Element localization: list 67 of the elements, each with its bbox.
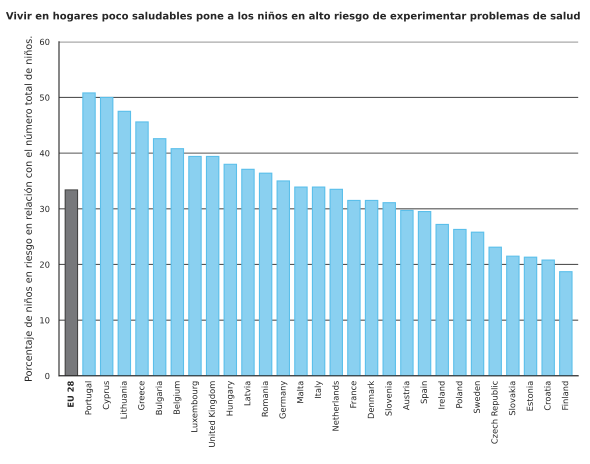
x-tick-label: Greece (138, 381, 144, 410)
chart-title: Vivir en hogares poco saludables pone a los niños en alto riesgo de experimentar problemas de salud (6, 12, 580, 22)
x-tick-label: Bulgaria (156, 381, 164, 414)
bar (118, 110, 132, 376)
bar (224, 164, 238, 376)
x-tick-label: Portugal (84, 381, 94, 414)
x-tick-label: Slovenia (385, 381, 392, 416)
x-tick-label: Romania (262, 381, 268, 416)
bar (418, 211, 432, 376)
x-tick-label: EU 28 (67, 381, 74, 407)
y-tick-label: 50 (40, 94, 50, 101)
x-tick-label: Germany (279, 380, 288, 419)
bar (347, 200, 361, 376)
bar (488, 246, 502, 376)
x-tick-label: Slovakia (508, 381, 516, 416)
bar (258, 172, 272, 376)
y-tick-label: 0 (45, 372, 50, 380)
y-tick-label: 40 (40, 150, 50, 156)
y-tick-label: 10 (40, 317, 50, 324)
bar (541, 259, 555, 376)
bar (382, 202, 396, 376)
x-tick-label: Finland (562, 381, 568, 410)
bar (330, 188, 343, 376)
x-tick-label: France (350, 381, 356, 408)
x-tick-label: Italy (314, 380, 323, 398)
bar (470, 232, 484, 376)
x-tick-label: Sweden (474, 381, 480, 414)
x-tick-label: Hungary (226, 380, 234, 416)
y-tick-label: 60 (40, 38, 50, 46)
x-tick-label: Spain (420, 381, 429, 404)
y-tick-label: 30 (40, 206, 50, 212)
bar (64, 189, 78, 376)
bar (559, 271, 573, 376)
bar (400, 210, 414, 376)
bar (364, 200, 378, 376)
x-tick-label: United Kingdom (208, 381, 217, 447)
bar (152, 138, 166, 376)
x-tick-label: Luxembourg (190, 381, 200, 432)
x-tick-label: Czech Republic (491, 381, 500, 444)
x-tick-label: Malta (296, 381, 304, 403)
x-tick-label: Poland (456, 381, 462, 408)
bar (453, 228, 467, 376)
bar (276, 180, 290, 376)
bar (100, 96, 114, 376)
x-tick-label: Belgium (173, 381, 182, 414)
x-tick-label: Denmark (368, 380, 374, 418)
x-tick-label: Estonia (526, 381, 533, 411)
bar (188, 156, 202, 376)
x-tick-label: Cyprus (102, 381, 111, 410)
bar (135, 121, 149, 376)
x-tick-label: Ireland (438, 381, 445, 409)
x-tick-label: Latvia (244, 381, 250, 406)
x-tick-label: Lithuania (120, 381, 127, 418)
bar (82, 92, 96, 376)
bar (206, 156, 220, 376)
x-tick-label: Croatia (544, 381, 551, 410)
x-tick-label: Austria (402, 381, 410, 410)
bar (294, 186, 308, 376)
bar (312, 186, 326, 376)
x-tick-label: Netherlands (332, 381, 339, 431)
bar (524, 256, 538, 376)
bar (435, 224, 449, 376)
bar (170, 148, 184, 376)
y-axis-title: Porcentaje de niños en riesgo en relación con el número total de niños. (24, 36, 34, 382)
bar (241, 168, 255, 376)
y-tick-label: 20 (40, 261, 50, 268)
bar (506, 256, 520, 376)
